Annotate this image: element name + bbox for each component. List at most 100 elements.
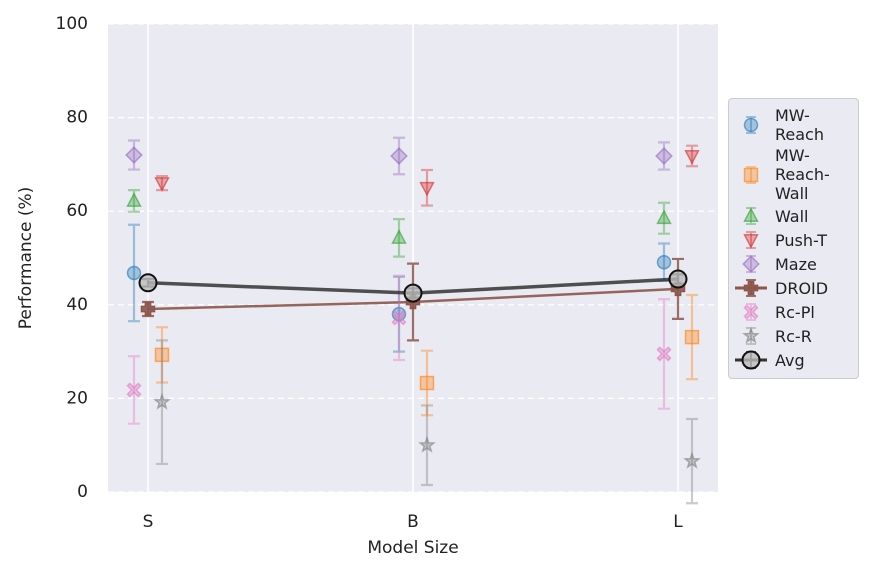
series bbox=[138, 269, 688, 303]
series bbox=[126, 189, 672, 258]
series bbox=[126, 223, 672, 353]
legend-label: Rc-Pl bbox=[775, 302, 815, 322]
legend-label: MW-Reach-Wall bbox=[775, 146, 830, 203]
marker bbox=[743, 304, 759, 320]
error-bar bbox=[421, 349, 433, 417]
marker bbox=[391, 229, 407, 244]
legend-error-bar bbox=[746, 165, 756, 184]
error-bar bbox=[393, 136, 405, 176]
legend-icon bbox=[742, 326, 760, 345]
series bbox=[154, 293, 700, 417]
error-bar bbox=[686, 417, 698, 505]
legend-error-bar bbox=[746, 303, 756, 321]
marker bbox=[419, 181, 435, 197]
marker bbox=[742, 326, 760, 344]
y-tick-label: 100 bbox=[56, 14, 88, 34]
x-tick-label: B bbox=[407, 512, 419, 532]
legend-entry: Wall bbox=[729, 204, 858, 228]
error-bar bbox=[421, 168, 433, 207]
marker bbox=[684, 150, 700, 165]
legend-entry: Rc-Pl bbox=[729, 300, 858, 324]
marker bbox=[140, 301, 156, 317]
legend-label: Push-T bbox=[775, 230, 828, 250]
y-axis-label: Performance (%) bbox=[16, 187, 36, 330]
y-tick-label: 80 bbox=[66, 108, 88, 128]
marker bbox=[741, 350, 761, 370]
marker bbox=[126, 382, 142, 398]
marker bbox=[668, 269, 688, 289]
marker bbox=[126, 265, 142, 281]
marker bbox=[418, 435, 436, 453]
marker bbox=[683, 451, 701, 469]
legend-icon bbox=[743, 231, 759, 249]
marker bbox=[154, 347, 170, 363]
legend-icon bbox=[743, 165, 759, 184]
marker bbox=[655, 147, 673, 165]
legend-entry: Rc-R bbox=[729, 324, 858, 348]
legend-entry: Push-T bbox=[729, 228, 858, 252]
marker bbox=[153, 392, 171, 410]
y-tick-label: 60 bbox=[66, 201, 88, 221]
marker bbox=[656, 346, 672, 362]
legend-label: DROID bbox=[775, 278, 829, 298]
legend-icon bbox=[743, 207, 759, 225]
legend-label: MW-Reach bbox=[775, 106, 824, 144]
error-bar bbox=[156, 326, 168, 384]
marker bbox=[419, 375, 435, 391]
error-bar bbox=[156, 339, 168, 466]
error-bar bbox=[393, 218, 405, 258]
legend-entry: Maze bbox=[729, 252, 858, 276]
legend-icon bbox=[743, 116, 759, 134]
error-bar bbox=[658, 201, 670, 235]
marker bbox=[154, 177, 170, 192]
series bbox=[153, 339, 701, 505]
error-bar bbox=[658, 141, 670, 171]
error-bar bbox=[393, 275, 405, 353]
legend-label: Rc-R bbox=[775, 326, 812, 346]
legend-entry: Avg bbox=[729, 348, 858, 372]
error-bar bbox=[128, 223, 140, 323]
marker bbox=[126, 192, 142, 207]
marker bbox=[684, 329, 700, 345]
marker bbox=[743, 234, 759, 249]
marker bbox=[743, 207, 759, 222]
legend-label: Wall bbox=[775, 206, 809, 226]
error-bar bbox=[393, 274, 405, 362]
legend-label: Avg bbox=[775, 350, 805, 370]
y-tick-label: 0 bbox=[77, 482, 88, 502]
legend-entry: MW-Reach-Wall bbox=[729, 145, 858, 204]
marker bbox=[125, 146, 143, 164]
x-axis-label: Model Size bbox=[367, 538, 458, 558]
x-tick-label: S bbox=[143, 512, 154, 532]
legend-entry: MW-Reach bbox=[729, 105, 858, 145]
series bbox=[126, 274, 672, 425]
legend-icon bbox=[743, 303, 759, 321]
legend-icon bbox=[742, 255, 760, 273]
y-tick-label: 40 bbox=[66, 295, 88, 315]
error-bar bbox=[686, 293, 698, 381]
error-bar bbox=[658, 298, 670, 410]
legend-icon bbox=[735, 279, 767, 297]
legend-entry: DROID bbox=[729, 276, 858, 300]
marker bbox=[742, 255, 760, 273]
marker bbox=[743, 280, 759, 296]
marker bbox=[656, 254, 672, 270]
series bbox=[125, 136, 673, 176]
marker bbox=[743, 167, 759, 182]
legend-label: Maze bbox=[775, 254, 817, 274]
legend: MW-Reach MW-Reach-Wall Wall Push-T Maze DROID… bbox=[728, 98, 859, 379]
error-bar bbox=[128, 355, 140, 425]
marker bbox=[138, 273, 158, 293]
marker bbox=[743, 117, 759, 133]
y-tick-label: 20 bbox=[66, 388, 88, 408]
marker bbox=[403, 283, 423, 303]
error-bar bbox=[128, 139, 140, 171]
x-tick-label: L bbox=[673, 512, 683, 532]
error-bar bbox=[421, 404, 433, 487]
legend-icon bbox=[735, 350, 767, 370]
marker bbox=[390, 147, 408, 165]
legend-error-bar bbox=[746, 116, 756, 134]
series bbox=[154, 144, 700, 207]
